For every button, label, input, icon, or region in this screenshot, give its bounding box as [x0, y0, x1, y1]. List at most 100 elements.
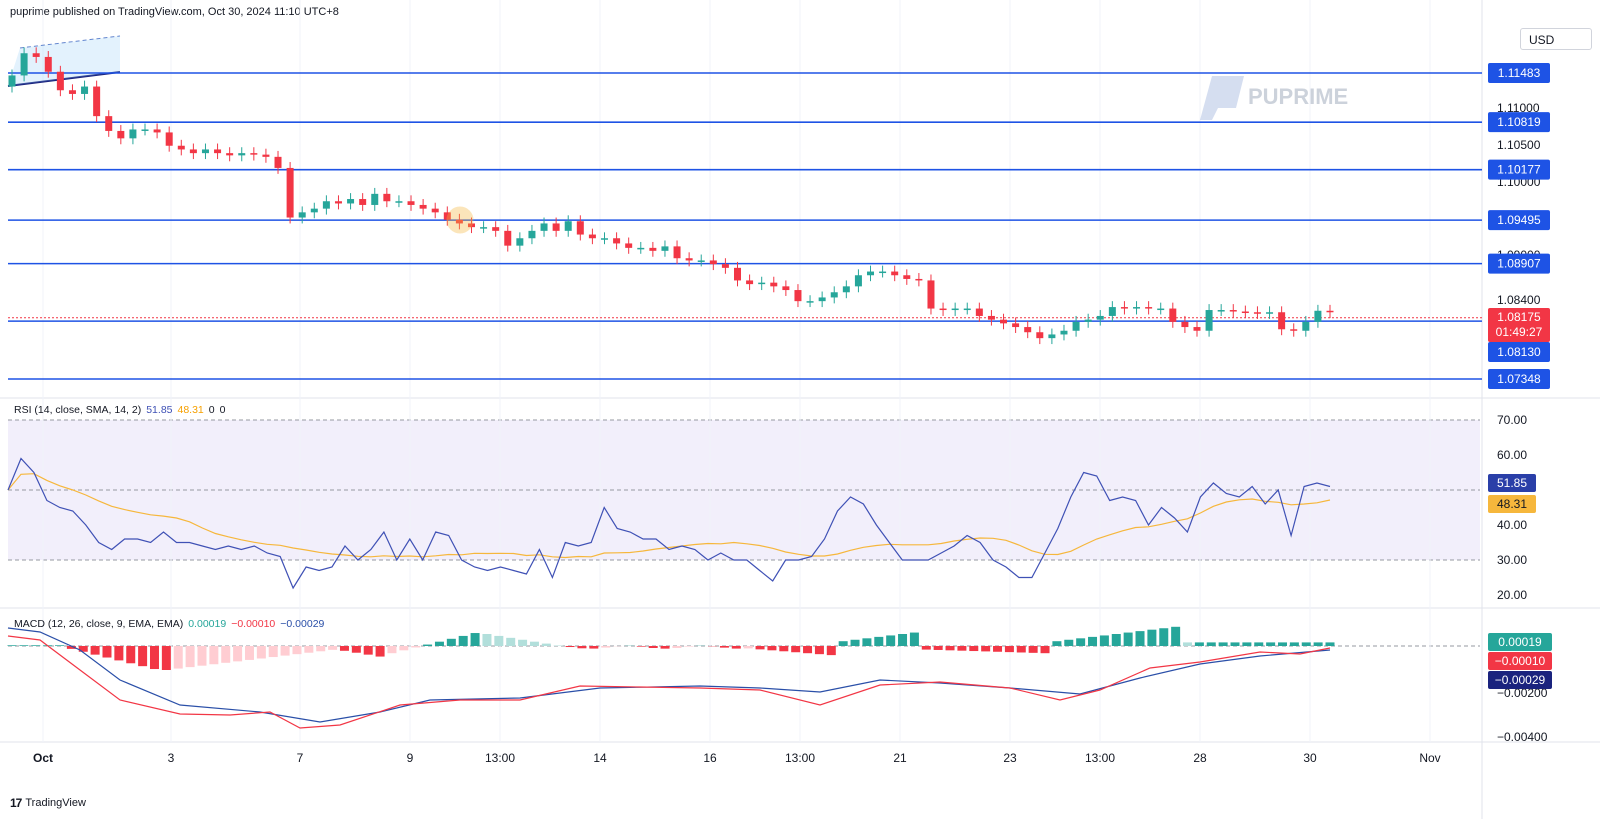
candle-body [214, 149, 222, 154]
macd-histogram-bar [351, 646, 361, 653]
level-tag [1488, 112, 1550, 133]
currency-selector[interactable]: USD [1520, 28, 1592, 50]
candle-body [1169, 308, 1177, 322]
macd-histogram-bar [909, 632, 919, 646]
rsi-line [7, 457, 1331, 590]
time-axis-label: Oct [33, 751, 53, 765]
candle-body [504, 230, 512, 246]
time-axis-label: 9 [407, 751, 414, 765]
macd-histogram-bar [1242, 642, 1252, 646]
price-axis-tick: 1.11000 [1497, 101, 1540, 115]
macd-histogram-bar [138, 646, 148, 667]
macd-histogram-bar [387, 646, 397, 654]
rsi-legend: RSI (14, close, SMA, 14, 2) 51.85 48.31 0 0 [14, 404, 230, 416]
time-axis-label: 7 [297, 751, 304, 765]
candle-body [1302, 321, 1310, 331]
macd-signal-value: −0.00029 [280, 618, 325, 630]
macd-value-tag-label: −0.00010 [1495, 654, 1546, 668]
candle-body [1096, 315, 1104, 320]
candle-body [1157, 308, 1165, 311]
candle-body [709, 260, 717, 265]
macd-histogram-bar [90, 646, 100, 655]
macd-histogram-bar [648, 646, 658, 649]
candle-body [395, 201, 403, 203]
candle-body [564, 221, 572, 231]
macd-histogram-bar [149, 646, 159, 670]
level-tag-label: 1.10819 [1497, 115, 1541, 129]
candle-body [322, 201, 330, 209]
macd-histogram-bar [1135, 631, 1145, 646]
candle-body [1266, 312, 1274, 314]
rsi-extra-1: 0 [208, 404, 215, 416]
macd-histogram-bar [874, 636, 884, 646]
time-axis-label: 30 [1303, 751, 1317, 765]
macd-histogram-bar [957, 646, 967, 651]
candle-body [226, 153, 234, 156]
countdown-label: 01:49:27 [1496, 325, 1543, 339]
macd-histogram-bar [494, 635, 504, 646]
macd-histogram-bar [1313, 642, 1323, 646]
highlight-marker [446, 206, 474, 234]
macd-histogram-bar [161, 646, 171, 670]
macd-histogram-bar [862, 638, 872, 646]
candle-body [431, 208, 439, 213]
candle-body [1000, 319, 1008, 324]
candle-body [770, 282, 778, 287]
macd-histogram-bar [672, 646, 682, 648]
candle-body [879, 271, 887, 274]
macd-histogram-bar [375, 646, 385, 657]
macd-histogram-bar [1052, 641, 1062, 646]
candle-body [334, 201, 342, 204]
macd-histogram-bar [601, 646, 611, 648]
macd-hist-value: 0.00019 [188, 618, 227, 630]
macd-histogram-bar [1171, 626, 1181, 646]
macd-histogram-bar [684, 646, 694, 647]
macd-label: MACD (12, 26, close, 9, EMA, EMA) [14, 618, 184, 630]
candle-body [8, 75, 16, 87]
rsi-ma-tag [1488, 495, 1536, 513]
macd-histogram-bar [731, 646, 741, 649]
candle-body [1241, 311, 1249, 314]
candle-body [782, 286, 790, 291]
footer-brand: TradingView [25, 797, 86, 809]
macd-value-tag [1488, 633, 1552, 651]
macd-axis-tick: −0.00400 [1497, 730, 1548, 744]
macd-histogram-bar [1206, 642, 1216, 646]
time-axis-label: 23 [1003, 751, 1017, 765]
macd-histogram-bar [1016, 646, 1026, 653]
macd-histogram-bar [197, 646, 207, 666]
candle-body [1278, 312, 1286, 330]
candle-body [1036, 332, 1044, 339]
candle-body [516, 238, 524, 246]
rsi-axis-tick: 20.00 [1497, 588, 1527, 602]
puprime-logo-icon [1200, 76, 1244, 120]
macd-histogram-bar [826, 646, 836, 656]
macd-histogram-bar [1076, 638, 1086, 646]
macd-histogram-bar [173, 646, 183, 669]
macd-histogram-bar [1040, 646, 1050, 654]
macd-histogram-bar [838, 641, 848, 646]
last-price-label: 1.08175 [1497, 310, 1541, 324]
macd-histogram-bar [850, 639, 860, 646]
tradingview-logo-icon: 17 [10, 796, 22, 810]
time-axis-label: Nov [1419, 751, 1440, 765]
candle-body [637, 247, 645, 250]
macd-histogram-bar [244, 646, 254, 660]
macd-histogram-bar [339, 646, 349, 651]
macd-histogram-bar [328, 646, 338, 650]
candle-body [1193, 327, 1201, 331]
macd-histogram-bar [1301, 642, 1311, 646]
macd-histogram-bar [1028, 646, 1038, 653]
candle-body [552, 223, 560, 231]
candle-body [419, 204, 427, 209]
signal-line [7, 635, 1331, 729]
candle-body [588, 234, 596, 239]
candle-body [383, 193, 391, 202]
candle-body [1145, 307, 1153, 309]
macd-histogram-bar [1064, 639, 1074, 646]
time-axis-label: 13:00 [785, 751, 815, 765]
candle-body [56, 71, 64, 91]
macd-histogram-bar [1099, 635, 1109, 646]
macd-histogram-bar [1325, 642, 1335, 646]
